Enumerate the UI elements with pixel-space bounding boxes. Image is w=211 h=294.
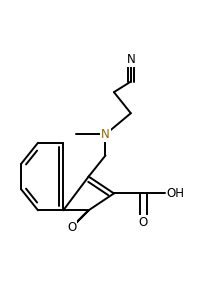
Text: O: O bbox=[139, 216, 148, 228]
Text: OH: OH bbox=[167, 187, 185, 200]
Text: N: N bbox=[126, 53, 135, 66]
Text: O: O bbox=[67, 221, 76, 234]
Text: N: N bbox=[101, 128, 110, 141]
